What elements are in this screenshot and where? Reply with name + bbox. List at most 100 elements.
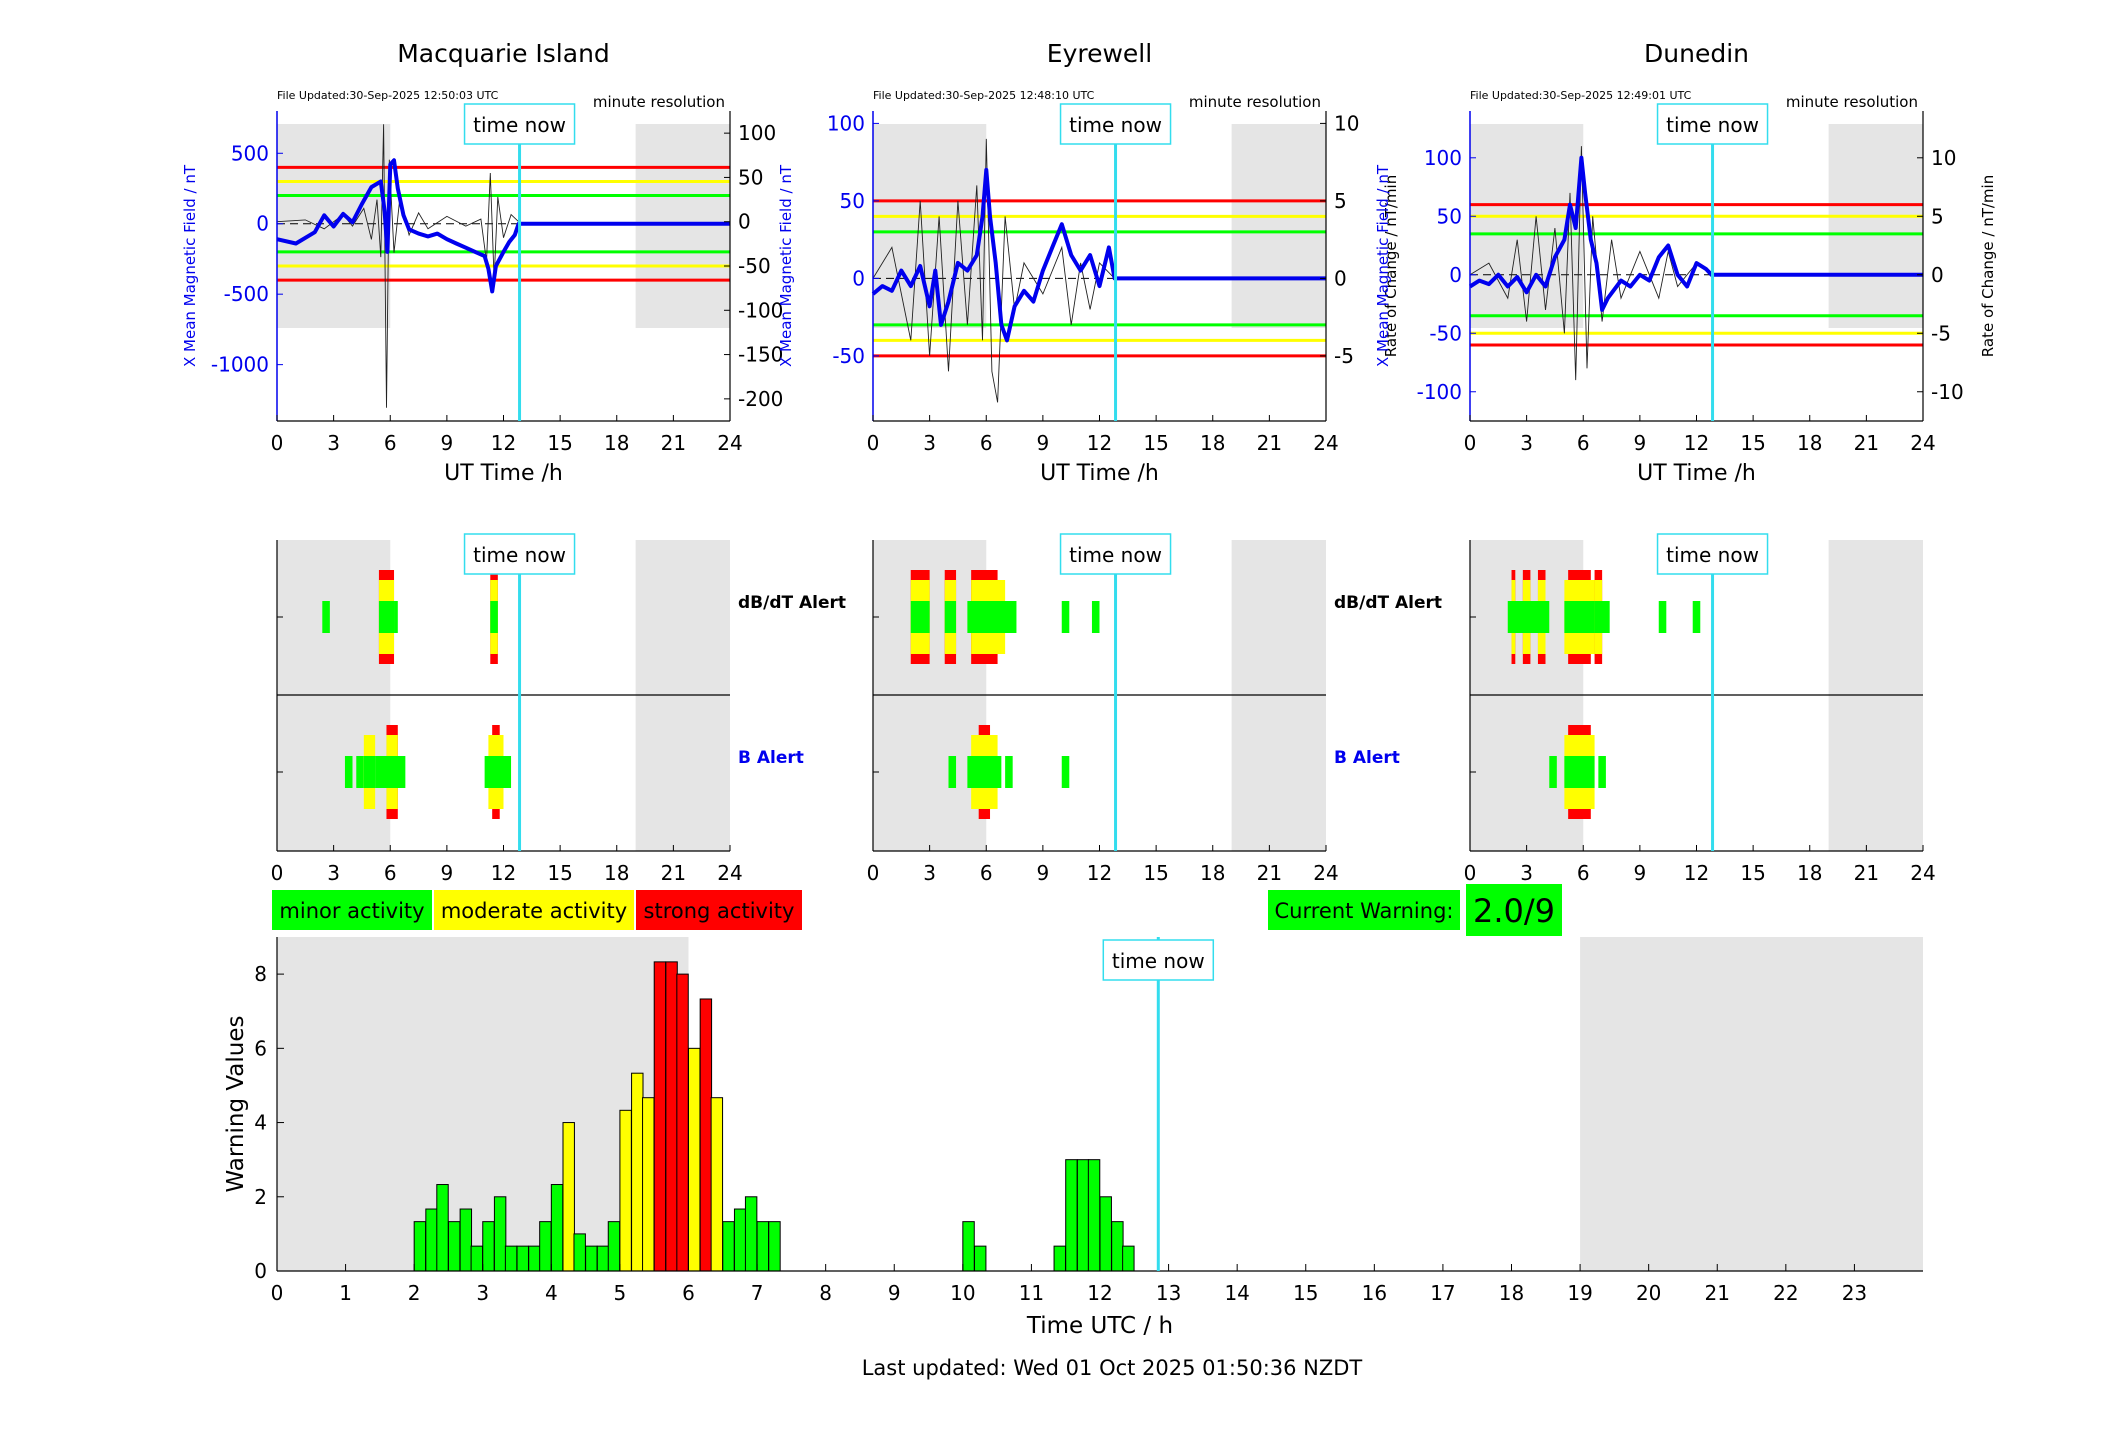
warning-bar xyxy=(642,1097,655,1272)
warning-bar xyxy=(733,1208,747,1272)
magnetic-field-series xyxy=(871,167,1326,343)
resolution-label: minute resolution xyxy=(1189,93,1321,111)
station-panel: Eyrewell File Updated:30-Sep-2025 12:48:1… xyxy=(777,39,1442,885)
x-tick-label: 12 xyxy=(1087,431,1112,455)
b-alert-block xyxy=(344,756,353,788)
warning-bar xyxy=(459,1208,473,1272)
time-now-label: time now xyxy=(1112,949,1205,973)
x-tick-label: 24 xyxy=(1313,431,1338,455)
current-warning-value: 2.0/9 xyxy=(1473,892,1555,930)
alert-x-tick-label: 15 xyxy=(1740,861,1765,885)
alert-x-tick-label: 18 xyxy=(604,861,629,885)
x-tick-label: 0 xyxy=(271,431,284,455)
dbdt-alert-block xyxy=(1061,601,1070,633)
legend-minor-swatch xyxy=(272,890,432,930)
file-updated: File Updated:30-Sep-2025 12:48:10 UTC xyxy=(873,89,1095,102)
left-tick-label: 50 xyxy=(1437,204,1462,228)
x-tick-label: 0 xyxy=(867,431,880,455)
legend: minor activity moderate activity strong … xyxy=(272,890,802,930)
x-tick-label: 17 xyxy=(1430,1281,1455,1305)
alert-x-tick-label: 21 xyxy=(661,861,686,885)
left-tick-label: -1000 xyxy=(211,353,269,377)
alert-x-tick-label: 15 xyxy=(547,861,572,885)
alert-x-tick-label: 21 xyxy=(1854,861,1879,885)
b-alert-block xyxy=(375,756,406,788)
legend-strong-swatch xyxy=(636,890,802,930)
x-tick-label: 6 xyxy=(980,431,993,455)
warning-bar xyxy=(425,1208,438,1272)
warning-bar xyxy=(688,1047,701,1272)
x-tick-label: 12 xyxy=(1684,431,1709,455)
dbdt-alert-block xyxy=(1594,601,1610,633)
left-tick-label: 0 xyxy=(1449,263,1462,287)
x-tick-label: 3 xyxy=(476,1281,489,1305)
right-tick-label: -5 xyxy=(1931,321,1951,345)
right-tick-label: 5 xyxy=(1334,189,1347,213)
file-updated: File Updated:30-Sep-2025 12:50:03 UTC xyxy=(277,89,499,102)
current-warning-label-box xyxy=(1268,890,1460,930)
x-tick-label: 10 xyxy=(950,1281,975,1305)
x-tick-label: 3 xyxy=(923,431,936,455)
x-tick-label: 9 xyxy=(1037,431,1050,455)
x-tick-label: 5 xyxy=(614,1281,627,1305)
right-tick-label: 10 xyxy=(1931,146,1956,170)
time-now-box xyxy=(463,533,576,575)
right-tick-label: 0 xyxy=(1931,263,1944,287)
x-tick-label: 9 xyxy=(441,431,454,455)
x-tick-label: 6 xyxy=(1577,431,1590,455)
x-axis-label: UT Time /h xyxy=(1040,461,1159,486)
warning-bar xyxy=(744,1196,758,1272)
left-axis-label: X Mean Magnetic Field / nT xyxy=(181,164,199,367)
b-alert-block xyxy=(967,756,1002,788)
x-tick-label: 23 xyxy=(1842,1281,1867,1305)
warning-bar xyxy=(1099,1196,1112,1272)
station-title: Macquarie Island xyxy=(397,39,610,68)
right-tick-label: 5 xyxy=(1931,204,1944,228)
dbdt-alert-block xyxy=(1692,601,1701,633)
x-tick-label: 6 xyxy=(384,431,397,455)
left-axis-label: X Mean Magnetic Field / nT xyxy=(777,164,795,367)
b-alert-block xyxy=(484,756,512,788)
warning-bar xyxy=(1076,1159,1090,1272)
alert-x-tick-label: 6 xyxy=(1577,861,1590,885)
x-tick-label: 21 xyxy=(1257,431,1282,455)
current-warning: Current Warning: 2.0/9 xyxy=(1268,884,1562,936)
x-tick-label: 15 xyxy=(1740,431,1765,455)
b-alert-label: B Alert xyxy=(738,748,804,768)
dbdt-alert-block xyxy=(394,601,398,633)
x-tick-label: 18 xyxy=(1499,1281,1524,1305)
file-updated: File Updated:30-Sep-2025 12:49:01 UTC xyxy=(1470,89,1692,102)
dbdt-alert-label: dB/dT Alert xyxy=(1334,593,1442,613)
x-tick-label: 8 xyxy=(819,1281,832,1305)
warning-bar xyxy=(973,1245,987,1272)
alert-x-tick-label: 9 xyxy=(441,861,454,885)
time-now-box xyxy=(1059,103,1172,145)
x-tick-label: 18 xyxy=(1200,431,1225,455)
x-tick-label: 16 xyxy=(1362,1281,1387,1305)
x-tick-label: 0 xyxy=(1464,431,1477,455)
x-tick-label: 21 xyxy=(661,431,686,455)
alert-x-tick-label: 24 xyxy=(1313,861,1338,885)
b-alert-block xyxy=(1564,756,1595,788)
magnetic-field-series xyxy=(276,158,730,294)
x-tick-label: 3 xyxy=(1520,431,1533,455)
right-tick-label: 0 xyxy=(1334,266,1347,290)
dbdt-alert-block xyxy=(1564,601,1595,633)
b-alert-block xyxy=(948,756,957,788)
alert-x-tick-label: 18 xyxy=(1200,861,1225,885)
b-alert-block xyxy=(1005,756,1013,788)
dbdt-alert-block xyxy=(1658,601,1667,633)
b-alert-label: B Alert xyxy=(1334,748,1400,768)
x-tick-label: 24 xyxy=(1910,431,1935,455)
x-tick-label: 7 xyxy=(751,1281,764,1305)
time-now-label: time now xyxy=(1666,113,1759,137)
time-now-label: time now xyxy=(1069,543,1162,567)
warning-bar xyxy=(436,1184,449,1272)
legend-minor-label: minor activity xyxy=(279,899,424,923)
night-shading xyxy=(1580,937,1923,1271)
right-tick-label: 10 xyxy=(1334,111,1359,135)
alert-x-tick-label: 6 xyxy=(384,861,397,885)
time-now-box xyxy=(1656,103,1769,145)
legend-strong-label: strong activity xyxy=(644,899,795,923)
